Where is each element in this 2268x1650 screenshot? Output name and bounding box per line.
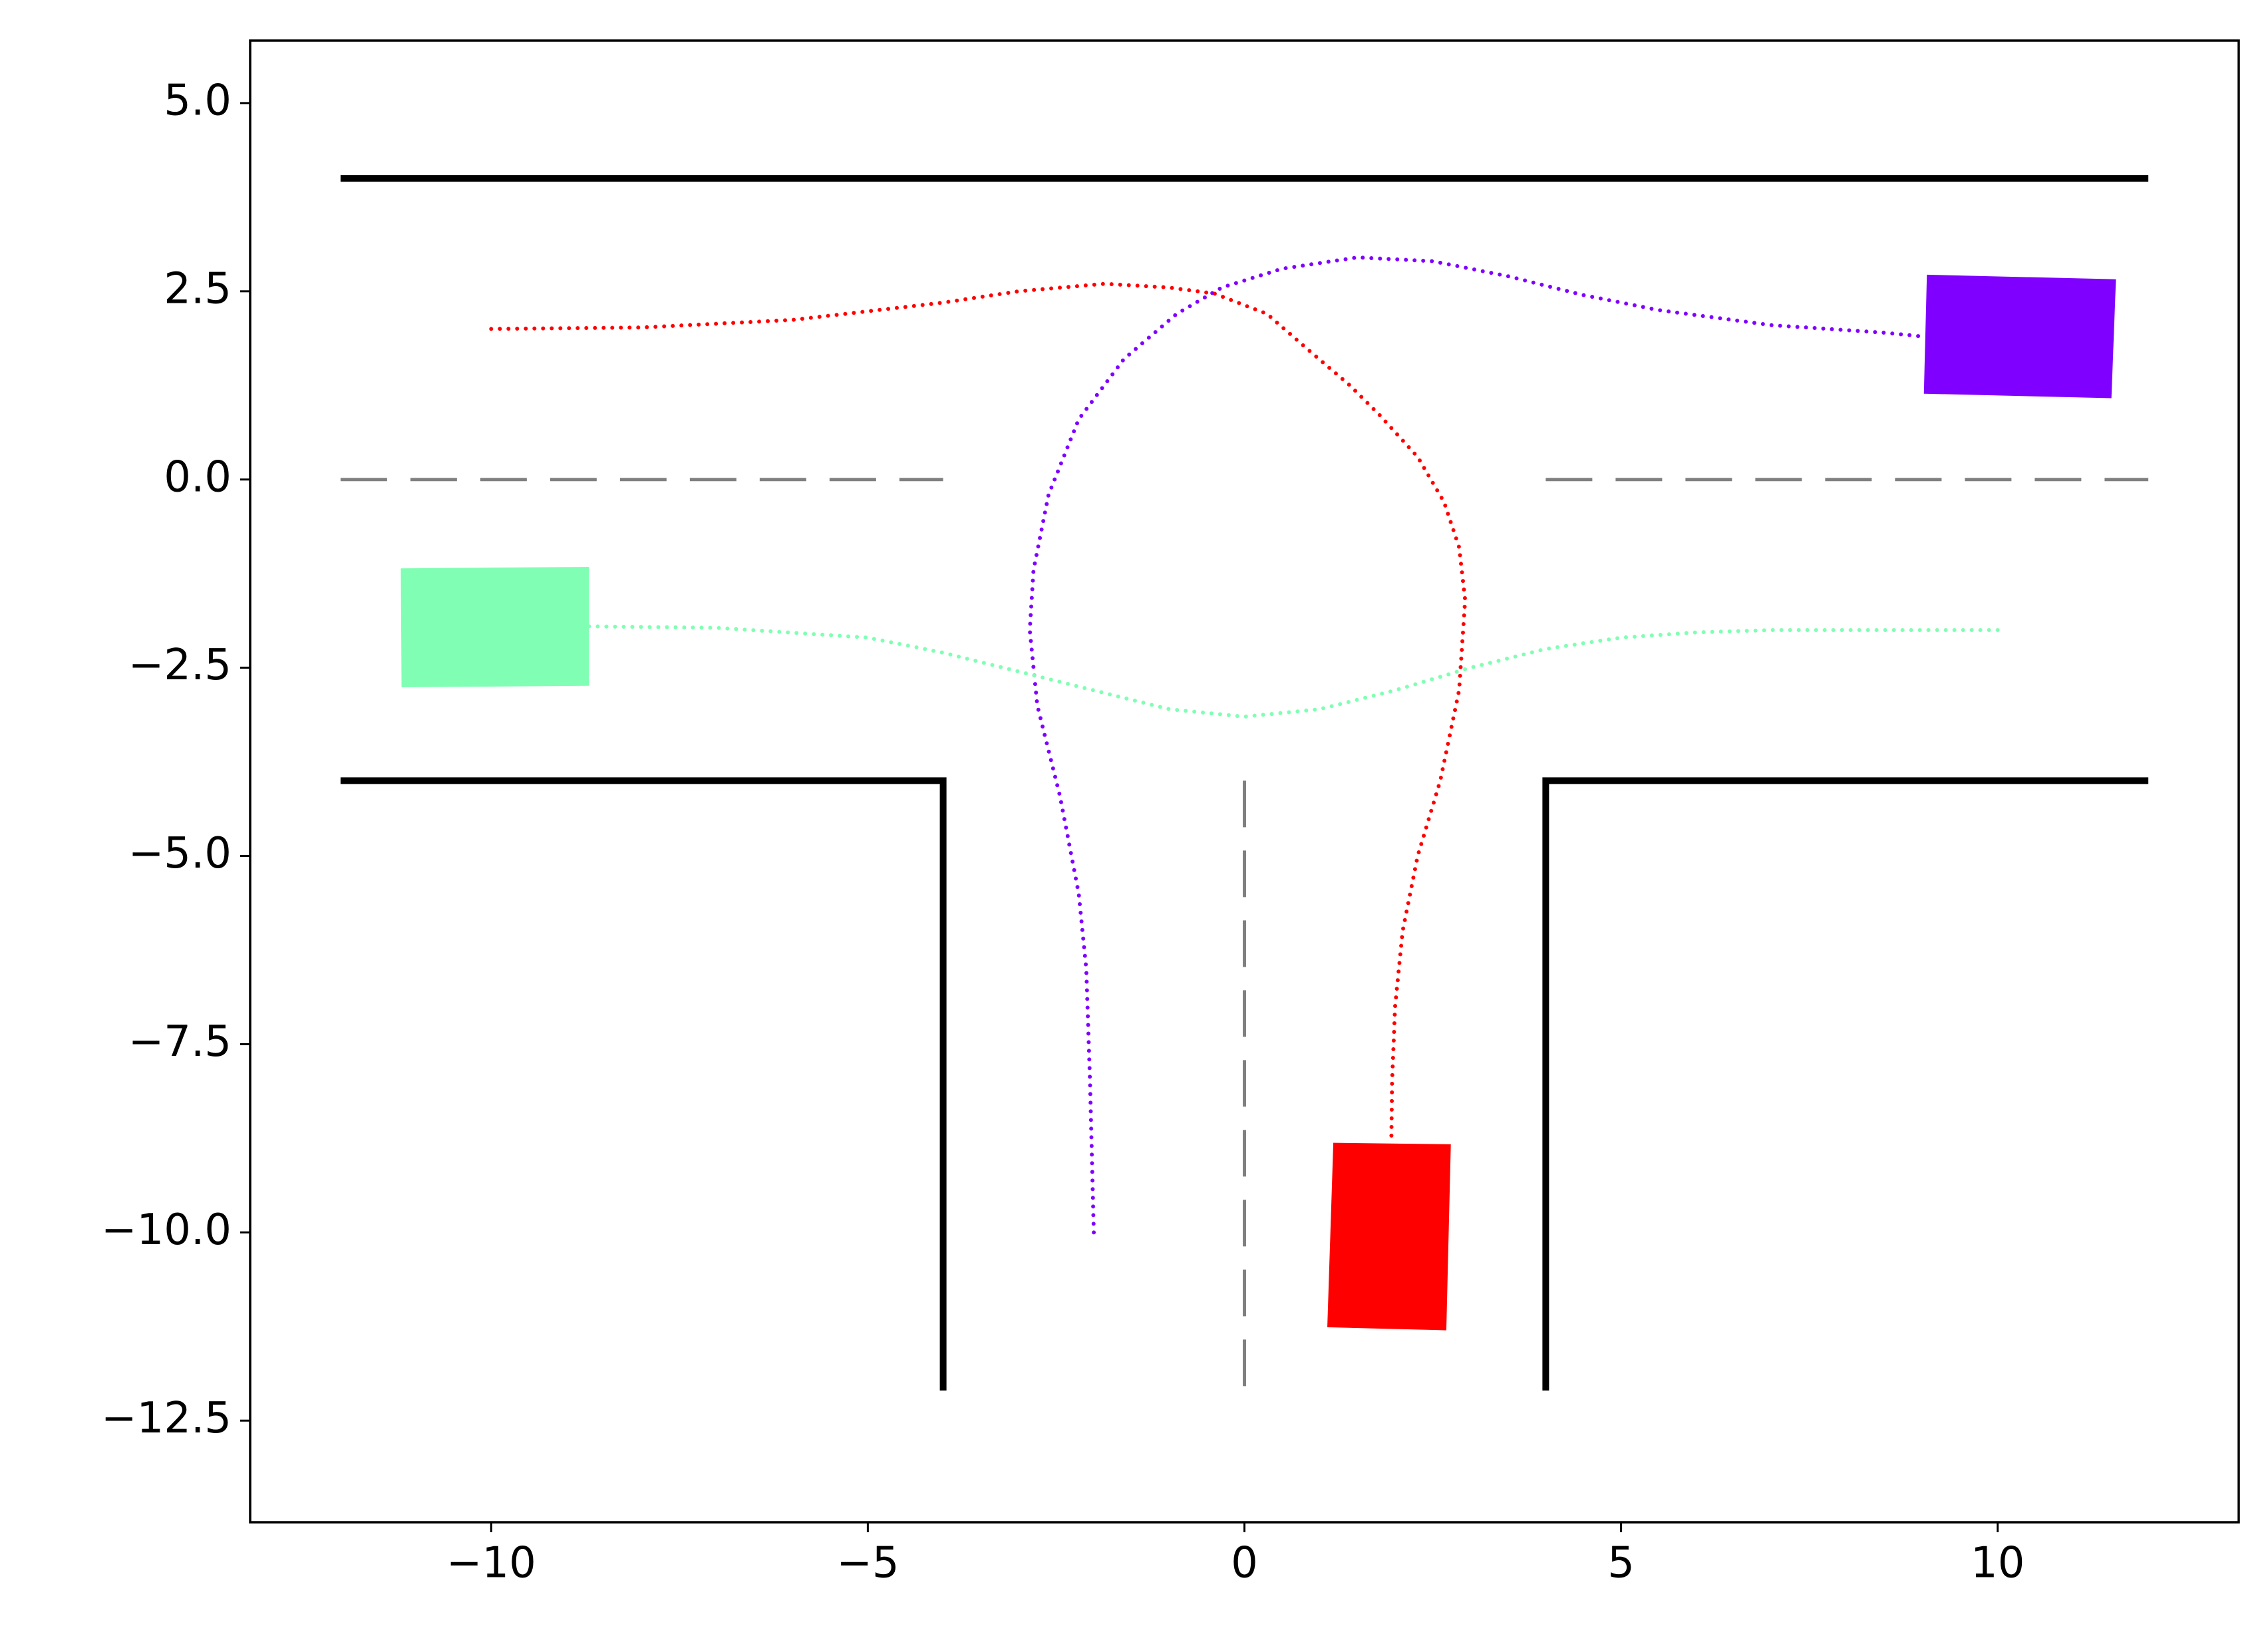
- x-tick-label: −10: [446, 1539, 536, 1588]
- y-tick-label: 2.5: [164, 264, 232, 313]
- plot-area: [340, 175, 2149, 1391]
- vehicle: [401, 566, 589, 688]
- x-tick-label: 10: [1971, 1539, 2025, 1588]
- x-tick-label: 5: [1607, 1539, 1635, 1588]
- y-tick-label: −2.5: [128, 641, 232, 690]
- road-edge: [340, 777, 947, 1391]
- vehicle: [1327, 1142, 1451, 1331]
- vehicle: [1923, 274, 2116, 399]
- y-tick-label: −7.5: [128, 1017, 232, 1067]
- y-tick-label: −5.0: [128, 829, 232, 878]
- y-tick-label: 5.0: [164, 77, 232, 126]
- y-tick-label: −10.0: [101, 1206, 232, 1255]
- y-tick-label: −12.5: [101, 1394, 232, 1443]
- road-edge: [1542, 777, 2149, 1391]
- y-tick-label: 0.0: [164, 452, 232, 502]
- x-tick-label: 0: [1231, 1539, 1258, 1588]
- trajectory: [1027, 255, 1925, 1235]
- x-tick-label: −5: [836, 1539, 899, 1588]
- trajectory: [587, 624, 2000, 719]
- trajectory: [489, 281, 1468, 1144]
